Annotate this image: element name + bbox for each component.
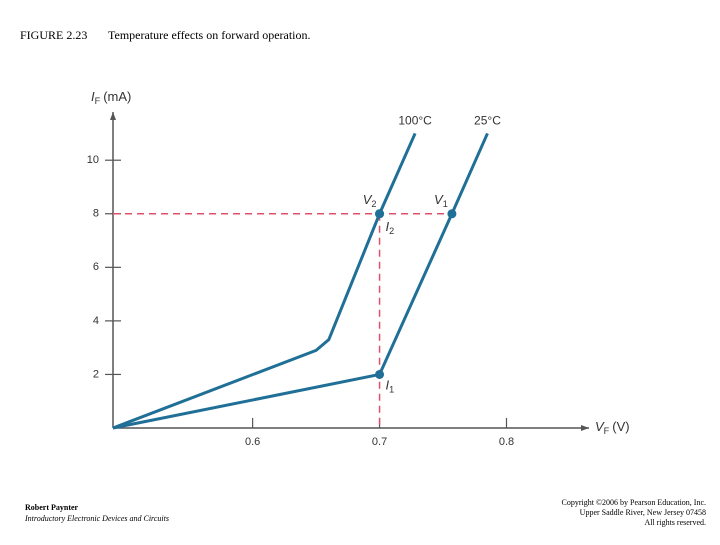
copyright: All rights reserved. xyxy=(644,518,706,527)
point-label-symbol: I xyxy=(386,378,390,393)
y-tick-label: 6 xyxy=(93,261,99,273)
point-label: I1 xyxy=(386,378,395,395)
y-tick-label: 8 xyxy=(93,208,99,220)
copyright: Copyright ©2006 by Pearson Education, In… xyxy=(562,498,707,507)
point-label-sub: 1 xyxy=(443,199,448,209)
point-label-symbol: I xyxy=(386,219,390,234)
y-arrow xyxy=(110,112,116,120)
point-label: I2 xyxy=(386,219,395,236)
point-label-sub: 2 xyxy=(371,199,376,209)
point xyxy=(375,209,385,219)
x-axis-label-unit: (V) xyxy=(612,419,629,434)
x-tick-label: 0.7 xyxy=(372,436,387,448)
series-label: 100°C xyxy=(398,114,432,128)
series-line xyxy=(112,132,417,430)
copyright: Upper Saddle River, New Jersey 07458 xyxy=(580,508,706,517)
x-axis-label: VF (V) xyxy=(595,419,630,436)
point xyxy=(375,369,385,379)
figure-number: FIGURE 2.23 xyxy=(20,28,87,42)
author: Robert Paynter xyxy=(25,503,79,512)
series-label: 25°C xyxy=(474,114,501,128)
point xyxy=(447,209,457,219)
point-label-symbol: V xyxy=(363,192,373,207)
x-tick-label: 0.8 xyxy=(499,436,514,448)
figure-title: Temperature effects on forward operation… xyxy=(108,28,311,42)
y-axis-label-sub: F xyxy=(95,96,101,106)
y-axis-label-symbol: I xyxy=(91,89,95,104)
book: Introductory Electronic Devices and Circ… xyxy=(24,514,169,523)
point-label-sub: 1 xyxy=(389,385,394,395)
x-tick-label: 0.6 xyxy=(245,436,260,448)
point-label: V2 xyxy=(363,192,377,209)
point-label-sub: 2 xyxy=(389,226,394,236)
x-axis-label-symbol: V xyxy=(595,419,605,434)
point-label: V1 xyxy=(434,192,448,209)
y-axis-label: IF (mA) xyxy=(91,89,131,106)
series-line xyxy=(112,132,489,430)
y-axis-label-unit: (mA) xyxy=(103,89,131,104)
point-label-symbol: V xyxy=(434,192,444,207)
x-axis-label-sub: F xyxy=(604,426,610,436)
x-arrow xyxy=(581,425,589,431)
y-tick-label: 2 xyxy=(93,368,99,380)
y-tick-label: 4 xyxy=(93,315,99,327)
y-tick-label: 10 xyxy=(87,154,99,166)
